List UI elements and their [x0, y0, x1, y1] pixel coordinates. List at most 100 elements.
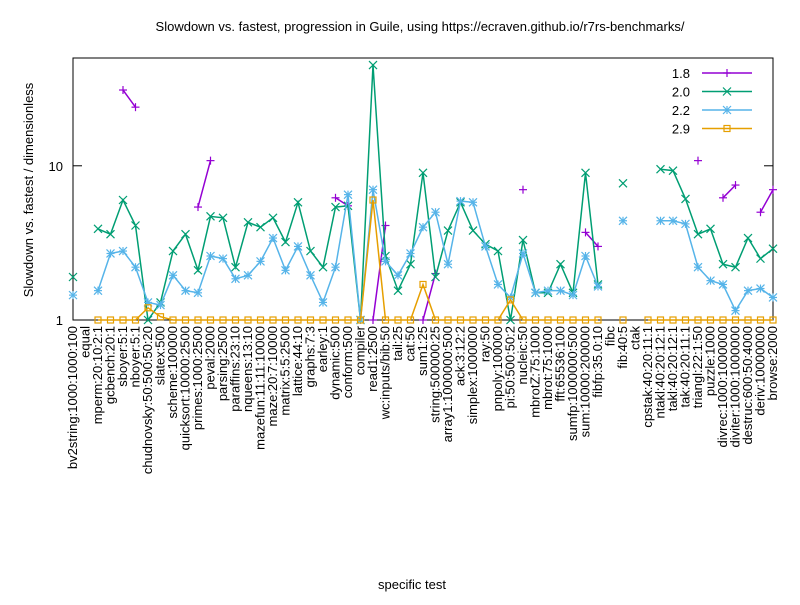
marker-stroke	[118, 246, 128, 256]
marker-box	[269, 316, 277, 324]
marker-stroke	[243, 270, 253, 280]
data-point	[668, 166, 678, 176]
marker-stroke	[581, 251, 590, 261]
x-tick-label: sum:10000:200000	[578, 326, 593, 437]
marker-box	[556, 316, 565, 324]
series-line	[98, 199, 773, 321]
marker-stroke	[443, 259, 453, 269]
data-point	[168, 246, 178, 256]
x-tick-label: mbrotZ:75:1000	[528, 326, 543, 418]
data-point	[656, 164, 665, 174]
marker-box	[331, 316, 340, 324]
x-tick-label: fibfp:35.0:10	[590, 326, 605, 398]
data-point	[331, 262, 340, 272]
x-tick-label: conform:500	[340, 326, 355, 398]
data-point	[668, 216, 678, 226]
data-point	[456, 316, 465, 324]
data-point	[269, 316, 277, 324]
data-point	[206, 156, 215, 165]
data-point	[444, 316, 452, 324]
data-point	[193, 265, 203, 275]
data-point	[68, 272, 78, 282]
marker-stroke	[131, 221, 140, 230]
data-point	[118, 246, 128, 256]
data-point	[344, 316, 352, 324]
marker-box	[681, 316, 690, 324]
marker-stroke	[393, 270, 403, 280]
data-point	[519, 185, 527, 194]
marker-box	[344, 316, 352, 324]
legend-label: 1.8	[672, 66, 690, 81]
data-point	[293, 197, 303, 207]
data-point	[556, 316, 565, 324]
data-point	[393, 270, 403, 280]
marker-box	[706, 316, 715, 324]
marker-stroke	[256, 256, 265, 266]
marker-stroke	[568, 290, 578, 300]
data-point	[569, 316, 577, 324]
marker-stroke	[743, 233, 753, 243]
y-tick-label: 10	[49, 159, 63, 174]
x-tick-label: bv2string:1000:1000:100	[65, 326, 80, 469]
data-point	[594, 242, 602, 251]
data-point	[256, 222, 265, 232]
marker-stroke	[293, 197, 303, 207]
x-tick-label: ray:50	[478, 326, 493, 362]
marker-stroke	[693, 262, 703, 272]
x-tick-label: sboyer:5:1	[115, 326, 130, 387]
marker-stroke	[231, 274, 240, 284]
x-tick-label: fft:65536:100	[553, 326, 568, 402]
data-point	[318, 262, 328, 272]
data-point	[443, 226, 453, 236]
x-tick-label: triangl:22:1:50	[690, 326, 705, 408]
x-tick-label: deriv:10000000	[753, 326, 768, 416]
data-point	[731, 262, 740, 272]
x-tick-label: slatex:500	[153, 326, 168, 385]
data-point	[743, 286, 753, 296]
data-point	[619, 316, 627, 324]
x-tick-label: compiler	[353, 325, 368, 375]
data-point	[744, 316, 752, 324]
x-tick-label: parsing:2500	[215, 326, 230, 401]
data-point	[306, 316, 315, 324]
data-point	[256, 256, 265, 266]
data-point	[306, 246, 315, 256]
data-point	[268, 233, 278, 243]
x-tick-label: matrix:5:5:2500	[278, 326, 293, 416]
data-point	[231, 274, 240, 284]
marker-box	[481, 316, 490, 324]
marker-stroke	[681, 219, 690, 229]
data-point	[469, 316, 477, 324]
data-point	[381, 316, 390, 324]
marker-box	[669, 316, 677, 324]
marker-stroke	[756, 284, 765, 293]
marker-box	[156, 313, 165, 321]
marker-stroke	[418, 222, 428, 232]
marker-box	[106, 316, 115, 324]
marker-stroke	[193, 265, 203, 275]
data-point	[768, 293, 778, 302]
x-tick-label: nucleic:50	[515, 326, 530, 385]
marker-box	[131, 316, 140, 324]
data-point	[544, 316, 552, 324]
marker-stroke	[393, 286, 403, 296]
data-point	[693, 229, 703, 239]
data-point	[543, 286, 553, 296]
marker-box	[319, 316, 327, 324]
marker-box	[119, 316, 127, 324]
marker-box	[369, 196, 377, 204]
data-point	[669, 316, 677, 324]
data-point	[456, 196, 465, 206]
marker-box	[581, 316, 590, 324]
data-point	[181, 316, 190, 324]
marker-stroke	[768, 244, 778, 254]
data-point	[368, 60, 378, 70]
marker-stroke	[206, 211, 215, 221]
x-tick-label: mazefun:11:11:10000	[253, 326, 268, 450]
x-tick-label: lattice:44:10	[290, 326, 305, 396]
marker-stroke	[68, 290, 78, 300]
marker-stroke	[193, 288, 203, 298]
data-point	[219, 316, 227, 324]
data-point	[406, 316, 415, 324]
data-point	[256, 316, 265, 324]
